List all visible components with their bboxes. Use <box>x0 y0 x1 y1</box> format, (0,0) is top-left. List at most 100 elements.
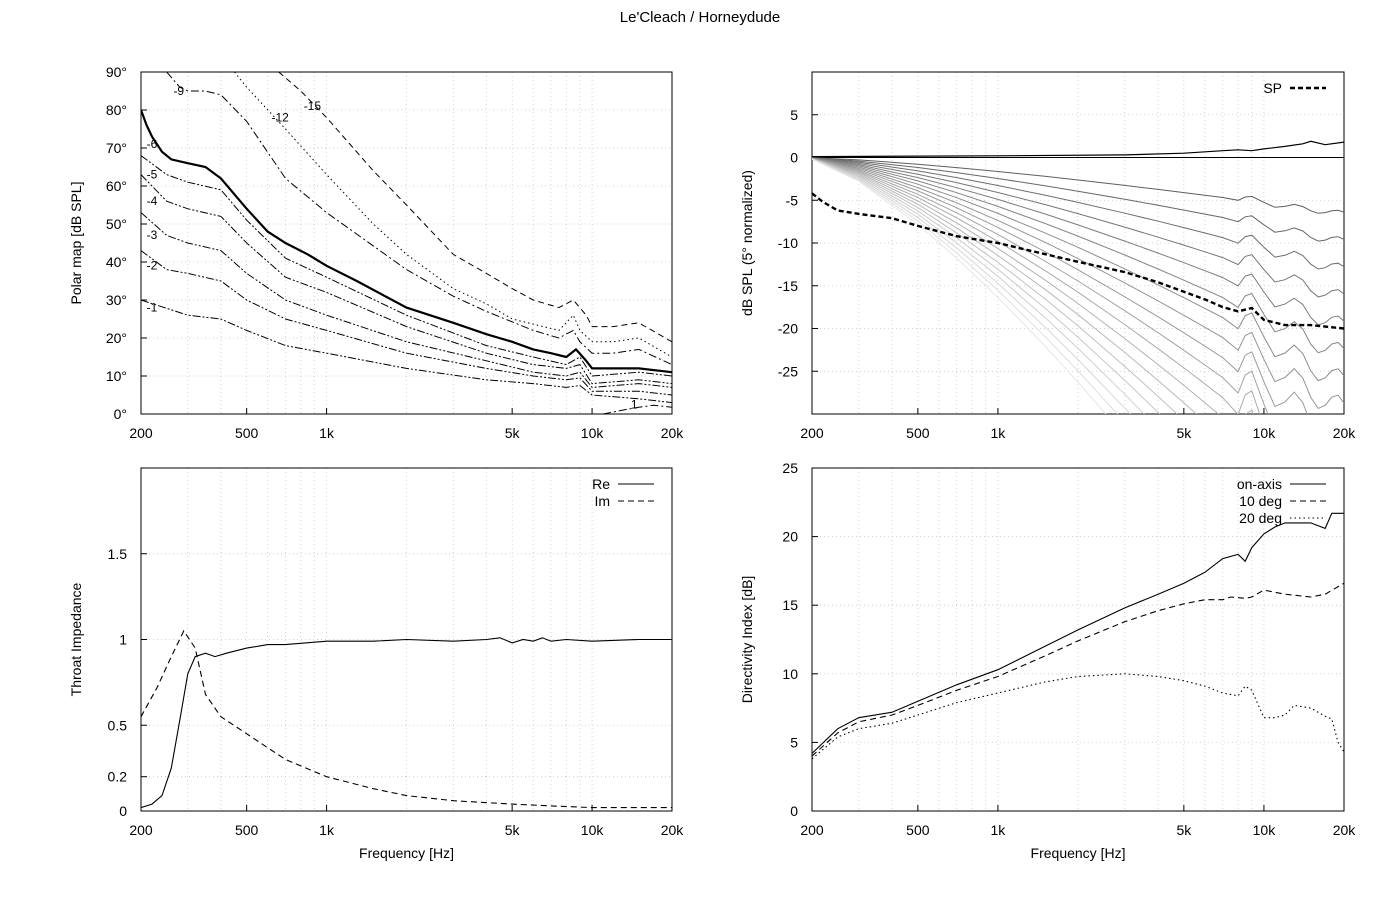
directivity-y-tick-label: 0 <box>790 803 798 819</box>
spl-polar-curve <box>812 157 1344 354</box>
impedance-grid <box>141 468 672 811</box>
spl-polar-curve <box>812 158 1178 414</box>
spl-y-tick-label: -10 <box>778 235 798 251</box>
polar-contour-line <box>141 212 672 388</box>
spl-polar-curve <box>812 158 1261 414</box>
spl-y-axis-label: dB SPL (5° normalized) <box>739 170 755 316</box>
spl-normalized-chart: 200 500 1k 5k 10k 20k 5 0 -5 -10 -15 -20 -25 dB SPL (… <box>739 71 1357 441</box>
impedance-legend-label: Im <box>594 493 610 509</box>
spl-polar-curve <box>812 158 1161 414</box>
directivity-legend-label: 20 deg <box>1239 510 1282 526</box>
spl-legend-label: SP <box>1263 80 1282 96</box>
polar-y-tick-label: 30° <box>106 292 127 308</box>
spl-x-tick-label: 5k <box>1176 425 1192 441</box>
spl-x-tick-label: 20k <box>1333 425 1357 441</box>
polar-y-tick-label: 90° <box>106 64 127 80</box>
polar-contour-line <box>141 109 672 374</box>
spl-polar-curve <box>812 157 1344 242</box>
polar-x-tick-label: 200 <box>129 425 153 441</box>
spl-polar-curve <box>812 157 1344 298</box>
impedance-y-tick-label: 1.5 <box>108 546 128 562</box>
polar-contour-label: -1 <box>147 300 158 314</box>
polar-y-tick-label: 10° <box>106 368 127 384</box>
polar-contour-line <box>234 72 672 358</box>
spl-x-tick-label: 200 <box>800 425 824 441</box>
impedance-y-axis-label: Throat Impedance <box>68 582 84 696</box>
polar-x-tick-label: 10k <box>581 425 605 441</box>
spl-polar-curve <box>812 158 1254 414</box>
directivity-series-layer <box>812 512 1344 760</box>
directivity-series-line <box>812 512 1344 754</box>
directivity-x-tick-label: 200 <box>800 822 824 838</box>
polar-contour-label: -5 <box>147 167 158 181</box>
polar-contour-line <box>166 72 672 366</box>
polar-contour-line <box>278 72 672 343</box>
spl-polar-curve <box>812 157 1344 326</box>
spl-x-tick-label: 500 <box>906 425 930 441</box>
directivity-series-line <box>812 673 1344 760</box>
polar-contour-label: -12 <box>271 110 289 124</box>
polar-y-axis-label: Polar map [dB SPL] <box>68 182 84 305</box>
spl-polar-curve <box>812 157 1344 214</box>
polar-contour-line <box>141 174 672 385</box>
directivity-x-tick-label: 10k <box>1253 822 1277 838</box>
impedance-y-tick-label: 0.5 <box>108 717 128 733</box>
spl-polar-curve <box>812 157 1344 382</box>
directivity-x-tick-label: 500 <box>906 822 930 838</box>
spl-y-tick-label: 5 <box>790 107 798 123</box>
polar-x-tick-label: 500 <box>235 425 259 441</box>
polar-contour-line <box>141 155 672 377</box>
polar-y-tick-label: 40° <box>106 254 127 270</box>
spl-grid <box>812 72 1344 414</box>
spl-polar-curve <box>812 157 1308 414</box>
spl-sound-power-curve <box>812 192 1344 330</box>
spl-x-tick-label: 1k <box>991 425 1007 441</box>
directivity-y-tick-label: 10 <box>782 666 798 682</box>
polar-x-tick-label: 1k <box>319 425 335 441</box>
spl-polar-curve <box>812 158 1119 414</box>
polar-series-layer <box>141 72 672 414</box>
spl-series-layer <box>812 140 1344 414</box>
directivity-y-tick-label: 5 <box>790 734 798 750</box>
polar-x-tick-label: 5k <box>505 425 521 441</box>
polar-y-tick-label: 70° <box>106 140 127 156</box>
spl-y-tick-label: -5 <box>786 192 799 208</box>
directivity-y-tick-label: 20 <box>782 529 798 545</box>
directivity-y-axis-label: Directivity Index [dB] <box>739 576 755 704</box>
impedance-x-tick-label: 500 <box>235 822 259 838</box>
polar-contour-label: -6 <box>147 137 158 151</box>
polar-contour-label: -15 <box>304 99 322 113</box>
polar-contour-label: -3 <box>147 228 158 242</box>
polar-y-tick-label: 60° <box>106 178 127 194</box>
directivity-y-tick-label: 15 <box>782 597 798 613</box>
polar-map-chart: 200 500 1k 5k 10k 20k 0° 10° 20° 30° 40° 50° 60° 70° 8… <box>68 64 684 441</box>
polar-y-tick-label: 50° <box>106 216 127 232</box>
polar-contour-label: -4 <box>147 194 158 208</box>
throat-impedance-chart: 200 500 1k 5k 10k 20k 0 0.2 0.5 1 1.5 Throat Impeda… <box>68 467 685 861</box>
spl-polar-curve <box>812 158 1107 414</box>
impedance-x-tick-label: 5k <box>505 822 521 838</box>
polar-contour-label: 1 <box>631 397 638 411</box>
polar-contour-line <box>603 404 672 414</box>
spl-polar-curve <box>812 157 1269 414</box>
impedance-x-tick-label: 10k <box>581 822 605 838</box>
polar-contour-line <box>141 299 672 404</box>
impedance-x-tick-label: 200 <box>129 822 153 838</box>
directivity-plot-border <box>811 467 1345 812</box>
impedance-x-tick-label: 1k <box>319 822 335 838</box>
spl-polar-curve <box>812 157 1344 410</box>
spl-y-tick-label: -25 <box>778 363 798 379</box>
spl-x-tick-label: 10k <box>1253 425 1277 441</box>
polar-y-tick-label: 20° <box>106 330 127 346</box>
polar-contour-label: -9 <box>173 84 184 98</box>
impedance-x-tick-label: 20k <box>661 822 685 838</box>
directivity-x-tick-label: 1k <box>991 822 1007 838</box>
directivity-x-tick-label: 20k <box>1333 822 1357 838</box>
spl-y-tick-label: 0 <box>790 150 798 166</box>
polar-contour-line <box>141 250 672 396</box>
directivity-y-tick-label: 25 <box>782 460 798 476</box>
polar-y-tick-label: 0° <box>114 406 127 422</box>
figure-title: Le'Cleach / Horneydude <box>619 9 781 26</box>
directivity-grid <box>812 468 1344 811</box>
